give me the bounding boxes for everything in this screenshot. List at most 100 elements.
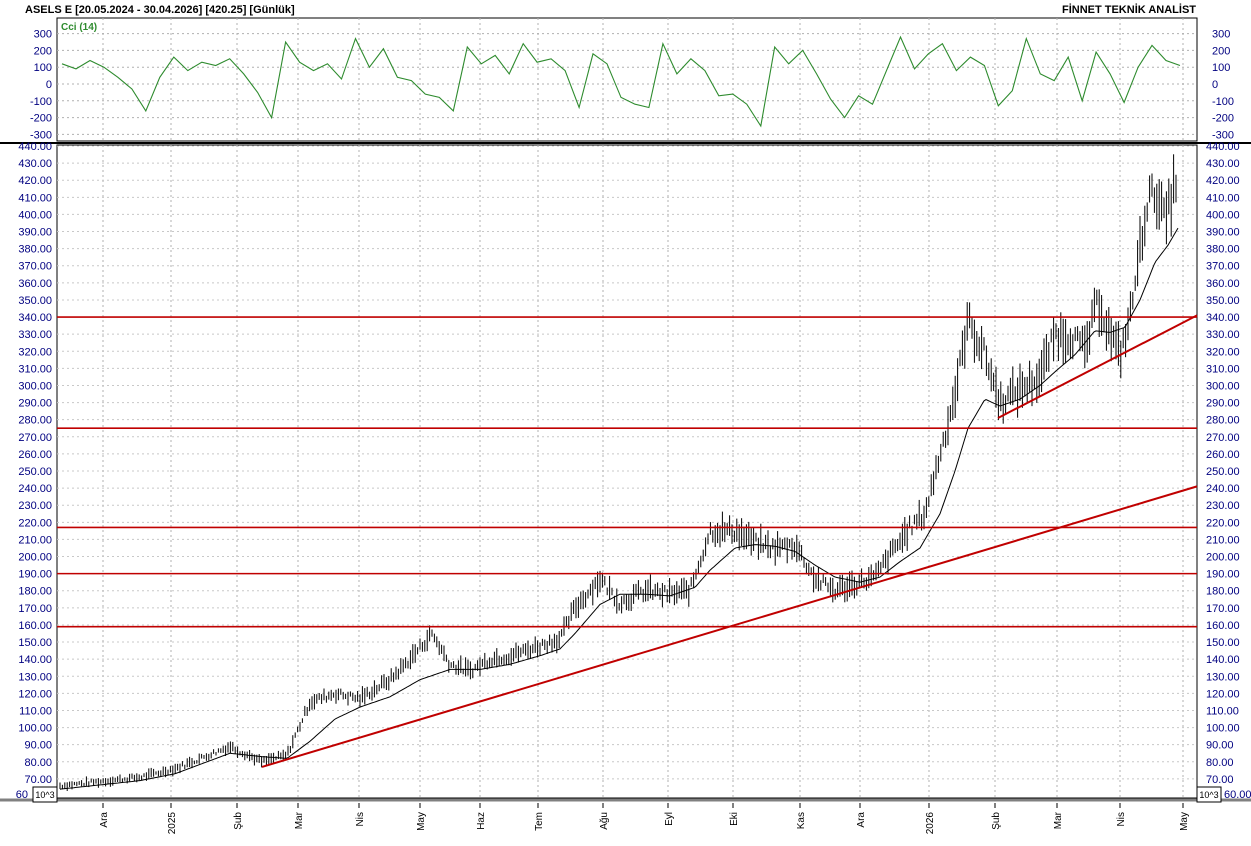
price-tick-left: 220.00 (18, 517, 52, 529)
partial-tick-left: 60 (16, 789, 28, 801)
price-tick-right: 280.00 (1206, 415, 1240, 427)
x-axis-label: Kas (796, 812, 807, 829)
indicator-tick-left: -200 (30, 113, 52, 125)
price-tick-left: 290.00 (18, 398, 52, 410)
x-axis-label: Mar (1053, 811, 1064, 829)
price-tick-left: 330.00 (18, 329, 52, 341)
price-tick-right: 130.00 (1206, 671, 1240, 683)
price-tick-right: 290.00 (1206, 398, 1240, 410)
price-tick-left: 340.00 (18, 312, 52, 324)
moving-average-line (59, 227, 1179, 790)
price-tick-right: 210.00 (1206, 534, 1240, 546)
price-tick-right: 120.00 (1206, 688, 1240, 700)
x-axis-label: Nis (355, 812, 366, 826)
indicator-tick-right: -100 (1212, 96, 1234, 108)
price-tick-left: 210.00 (18, 534, 52, 546)
cci-series-line (61, 35, 1181, 128)
price-tick-left: 70.00 (24, 774, 52, 786)
price-tick-right: 80.00 (1206, 757, 1234, 769)
price-tick-right: 240.00 (1206, 483, 1240, 495)
trend-line (261, 485, 1198, 768)
price-tick-left: 370.00 (18, 261, 52, 273)
x-axis-label: Mar (294, 811, 305, 829)
price-tick-right: 70.00 (1206, 774, 1234, 786)
partial-tick-right: 60.00 (1224, 789, 1251, 801)
price-tick-left: 140.00 (18, 654, 52, 666)
price-tick-left: 260.00 (18, 449, 52, 461)
price-tick-right: 300.00 (1206, 380, 1240, 392)
x-axis-label: Şub (991, 812, 1002, 830)
price-tick-left: 350.00 (18, 295, 52, 307)
price-tick-left: 430.00 (18, 158, 52, 170)
indicator-label: Cci (14) (61, 22, 97, 33)
indicator-tick-left: -300 (30, 129, 52, 141)
price-tick-right: 140.00 (1206, 654, 1240, 666)
price-tick-right: 420.00 (1206, 175, 1240, 187)
indicator-tick-right: 100 (1212, 62, 1230, 74)
price-tick-left: 80.00 (24, 757, 52, 769)
price-layer (57, 154, 1198, 791)
price-tick-right: 220.00 (1206, 517, 1240, 529)
price-tick-left: 250.00 (18, 466, 52, 478)
x-axis-label: Tem (534, 812, 545, 831)
price-tick-left: 170.00 (18, 603, 52, 615)
x-axis-label: Ara (99, 812, 110, 828)
price-tick-left: 280.00 (18, 415, 52, 427)
price-tick-left: 240.00 (18, 483, 52, 495)
price-tick-right: 170.00 (1206, 603, 1240, 615)
x-axis-label: Şub (233, 812, 244, 830)
price-tick-left: 380.00 (18, 244, 52, 256)
indicator-tick-right: 200 (1212, 45, 1230, 57)
indicator-tick-left: 300 (34, 29, 52, 41)
price-tick-left: 360.00 (18, 278, 52, 290)
price-tick-left: 440.00 (18, 141, 52, 153)
price-tick-left: 190.00 (18, 569, 52, 581)
x-axis-label: Nis (1116, 812, 1127, 826)
indicator-tick-left: 0 (46, 79, 52, 91)
price-tick-left: 270.00 (18, 432, 52, 444)
indicator-tick-right: 0 (1212, 79, 1218, 91)
unit-box-left (32, 786, 58, 803)
indicator-tick-right: -200 (1212, 113, 1234, 125)
price-tick-left: 100.00 (18, 723, 52, 735)
x-axis-label: Haz (476, 812, 487, 830)
price-tick-right: 310.00 (1206, 363, 1240, 375)
x-axis-label: May (416, 812, 427, 831)
price-tick-right: 250.00 (1206, 466, 1240, 478)
price-tick-right: 100.00 (1206, 723, 1240, 735)
brand-label: FİNNET TEKNİK ANALİST (1062, 3, 1196, 16)
indicator-tick-left: -100 (30, 96, 52, 108)
price-tick-right: 180.00 (1206, 586, 1240, 598)
price-tick-right: 200.00 (1206, 552, 1240, 564)
price-tick-left: 420.00 (18, 175, 52, 187)
price-tick-right: 360.00 (1206, 278, 1240, 290)
price-tick-left: 120.00 (18, 688, 52, 700)
price-tick-left: 180.00 (18, 586, 52, 598)
trend-line (997, 314, 1198, 419)
price-tick-left: 320.00 (18, 346, 52, 358)
price-tick-right: 400.00 (1206, 209, 1240, 221)
price-tick-left: 150.00 (18, 637, 52, 649)
price-tick-right: 330.00 (1206, 329, 1240, 341)
indicator-tick-left: 200 (34, 45, 52, 57)
price-tick-right: 340.00 (1206, 312, 1240, 324)
price-tick-right: 370.00 (1206, 261, 1240, 273)
price-tick-right: 430.00 (1206, 158, 1240, 170)
price-tick-right: 90.00 (1206, 740, 1234, 752)
x-axis-label: Eyl (664, 812, 675, 826)
price-tick-left: 400.00 (18, 209, 52, 221)
price-tick-right: 350.00 (1206, 295, 1240, 307)
unit-box-left-text: 10^3 (35, 790, 54, 800)
price-tick-right: 260.00 (1206, 449, 1240, 461)
indicator-tick-right: 300 (1212, 29, 1230, 41)
price-tick-right: 380.00 (1206, 244, 1240, 256)
price-tick-right: 160.00 (1206, 620, 1240, 632)
price-tick-right: 440.00 (1206, 141, 1240, 153)
x-axis-label: May (1179, 812, 1190, 831)
unit-box-right (1196, 786, 1222, 803)
price-tick-left: 200.00 (18, 552, 52, 564)
indicator-tick-right: -300 (1212, 129, 1234, 141)
axis-layer: 300 300 200 200 100 100 0 0 -100 -100 -200 -200 -300… (18, 29, 1239, 835)
